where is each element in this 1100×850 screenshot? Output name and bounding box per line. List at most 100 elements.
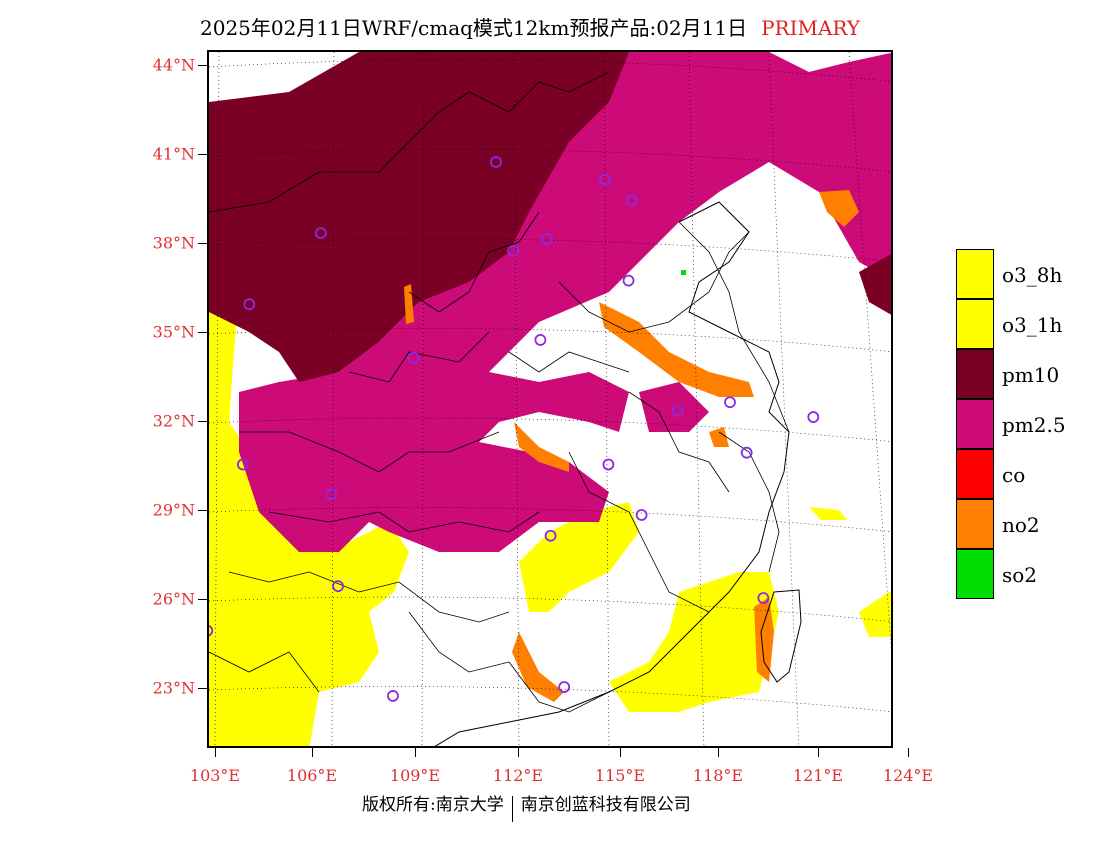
station-marker xyxy=(757,592,770,604)
station-marker xyxy=(407,351,420,364)
legend-label: pm10 xyxy=(1002,363,1060,387)
lon-label: 106°E xyxy=(286,766,338,785)
o3-region-central xyxy=(519,502,639,612)
lon-tick xyxy=(215,748,216,757)
lon-tick xyxy=(415,748,416,757)
lon-tick xyxy=(312,748,313,757)
station-marker xyxy=(332,580,344,593)
footer-separator xyxy=(511,795,513,822)
legend-swatch xyxy=(956,449,994,499)
station-marker xyxy=(325,488,338,501)
lon-tick xyxy=(620,748,621,757)
station-marker xyxy=(534,334,547,346)
o3-region-southeast xyxy=(609,572,779,712)
legend-label: pm2.5 xyxy=(1002,413,1066,437)
no2-patch-shandong xyxy=(599,302,754,397)
station-marker xyxy=(724,396,736,409)
station-marker xyxy=(490,156,502,168)
pollutant-map xyxy=(209,52,891,746)
title-main: 2025年02月11日WRF/cmaq模式12km预报产品:02月11日 xyxy=(200,16,748,40)
legend-swatch xyxy=(956,299,994,349)
station-marker xyxy=(243,298,256,311)
coastline xyxy=(434,201,790,746)
station-marker xyxy=(599,173,611,186)
o3-region-sea xyxy=(809,507,847,520)
station-marker xyxy=(387,690,399,702)
legend-label: so2 xyxy=(1002,563,1038,587)
station-marker xyxy=(622,274,635,287)
legend-label: co xyxy=(1002,463,1026,487)
legend-swatch xyxy=(956,549,994,599)
lon-label: 115°E xyxy=(594,766,646,785)
legend-label: o3_1h xyxy=(1002,313,1063,337)
lat-tick xyxy=(198,510,207,511)
legend: o3_8h o3_1h pm10 pm2.5 co no2 so2 xyxy=(956,249,1076,599)
lat-tick xyxy=(198,65,207,66)
legend-item: co xyxy=(956,449,1076,499)
legend-swatch xyxy=(956,349,994,399)
legend-label: o3_8h xyxy=(1002,263,1063,287)
station-marker xyxy=(209,625,214,637)
lat-tick xyxy=(198,154,207,155)
legend-swatch xyxy=(956,499,994,549)
legend-item: no2 xyxy=(956,499,1076,549)
footer: 版权所有:南京大学 南京创蓝科技有限公司 xyxy=(362,790,691,822)
o3-region-southwest xyxy=(209,232,409,746)
no2-patch-wuhan xyxy=(514,422,569,472)
station-marker xyxy=(671,405,684,418)
legend-item: o3_8h xyxy=(956,249,1076,299)
lon-label: 121°E xyxy=(792,766,844,785)
chart-title: 2025年02月11日WRF/cmaq模式12km预报产品:02月11日 PRIM… xyxy=(200,12,860,41)
station-marker xyxy=(635,509,648,521)
legend-item: pm10 xyxy=(956,349,1076,399)
lon-tick xyxy=(908,748,909,757)
so2-patch xyxy=(681,270,686,275)
station-markers xyxy=(209,156,820,702)
station-marker xyxy=(314,227,327,240)
lat-label: 32°N xyxy=(152,411,195,431)
lon-label: 103°E xyxy=(189,766,241,785)
lat-label: 23°N xyxy=(152,678,195,698)
station-marker xyxy=(625,194,638,207)
lat-label: 35°N xyxy=(152,322,195,342)
legend-swatch xyxy=(956,399,994,449)
title-tag: PRIMARY xyxy=(761,16,861,40)
legend-label: no2 xyxy=(1002,513,1040,537)
o3-region-taiwan xyxy=(859,592,891,637)
lat-tick xyxy=(198,688,207,689)
lat-label: 29°N xyxy=(152,500,195,520)
province-borders xyxy=(209,71,790,713)
lon-label: 124°E xyxy=(882,766,934,785)
graticule xyxy=(209,52,891,746)
lat-label: 38°N xyxy=(152,233,195,253)
station-marker xyxy=(740,446,753,459)
legend-item: pm2.5 xyxy=(956,399,1076,449)
map-panel xyxy=(207,50,893,748)
lat-label: 41°N xyxy=(152,144,195,164)
legend-item: o3_1h xyxy=(956,299,1076,349)
station-marker xyxy=(558,681,571,693)
legend-item: so2 xyxy=(956,549,1076,599)
lon-label: 109°E xyxy=(389,766,441,785)
lon-label: 118°E xyxy=(692,766,744,785)
footer-company: 南京创蓝科技有限公司 xyxy=(520,795,691,815)
lat-tick xyxy=(198,599,207,600)
lon-label: 112°E xyxy=(492,766,544,785)
station-marker xyxy=(544,529,557,542)
station-marker xyxy=(602,458,615,471)
station-marker xyxy=(541,233,554,245)
no2-patch-northeast xyxy=(819,190,859,227)
taiwan-outline xyxy=(760,589,802,683)
lat-tick xyxy=(198,421,207,422)
lat-label: 26°N xyxy=(152,589,195,609)
lat-tick xyxy=(198,332,207,333)
lon-tick xyxy=(718,748,719,757)
legend-swatch xyxy=(956,249,994,299)
lat-label: 44°N xyxy=(152,55,195,75)
lon-tick xyxy=(818,748,819,757)
station-marker xyxy=(507,245,520,257)
no2-patch-guangdong xyxy=(512,632,564,702)
lon-tick xyxy=(518,748,519,757)
station-marker xyxy=(236,458,249,471)
no2-patch-zhejiang xyxy=(709,427,729,447)
